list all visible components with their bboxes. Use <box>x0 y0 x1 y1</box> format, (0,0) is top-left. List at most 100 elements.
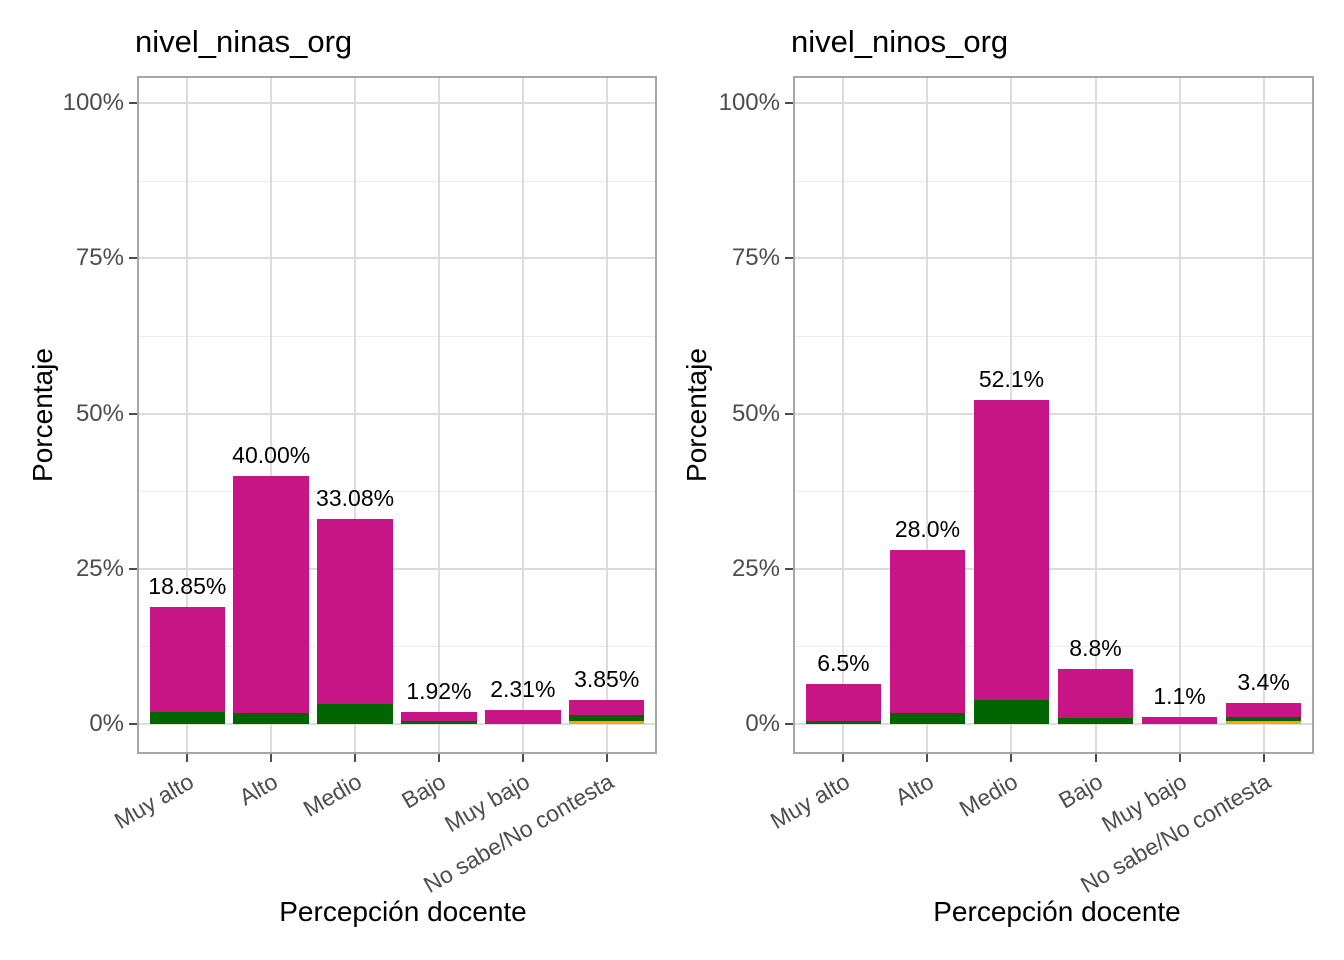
bar-segment <box>1225 717 1302 721</box>
gridline-minor-horizontal <box>137 335 657 337</box>
chart-title-ninos: nivel_ninos_org <box>791 24 1009 59</box>
y-tick-label: 100% <box>62 89 124 116</box>
bar-segment <box>889 550 966 714</box>
gridline-major-horizontal <box>793 567 1314 570</box>
y-axis-tick <box>785 723 793 725</box>
bar-value-label: 52.1% <box>978 366 1045 393</box>
bar-value-label: 1.92% <box>406 678 472 705</box>
bar-value-label: 40.00% <box>232 441 311 468</box>
y-axis-tick <box>129 102 137 104</box>
gridline-major-vertical <box>842 76 845 754</box>
y-axis-tick <box>129 567 137 570</box>
bar-segment <box>401 720 477 724</box>
x-axis-tick <box>354 754 357 762</box>
y-tick-label: 100% <box>718 89 780 116</box>
gridline-major-vertical <box>354 76 357 754</box>
bar-segment <box>973 700 1050 724</box>
bar-value-label: 8.8% <box>1069 635 1122 662</box>
bar-segment <box>317 704 393 724</box>
gridline-major-vertical <box>1262 76 1265 754</box>
bar-segment <box>568 720 645 724</box>
x-axis-tick <box>437 754 440 762</box>
bar-value-label: 28.0% <box>894 516 961 543</box>
x-axis-tick <box>270 754 273 762</box>
bar-value-label: 6.5% <box>817 649 870 676</box>
bar-value-label: 18.85% <box>148 572 227 599</box>
gridline-major-vertical <box>1094 76 1097 754</box>
gridline-major-horizontal <box>793 257 1314 260</box>
y-axis-tick <box>785 102 793 104</box>
bar-segment <box>805 720 882 724</box>
x-axis-tick <box>842 754 845 762</box>
gridline-major-vertical <box>521 76 524 754</box>
bar-value-label: 1.1% <box>1153 683 1206 710</box>
gridline-major-horizontal <box>137 412 657 415</box>
gridline-minor-horizontal <box>793 646 1314 648</box>
bar-segment <box>1057 669 1134 719</box>
x-axis-tick <box>1094 754 1097 762</box>
y-tick-label: 75% <box>731 244 780 272</box>
y-axis-tick <box>785 567 793 570</box>
chart-title-ninas: nivel_ninas_org <box>135 24 353 59</box>
gridline-major-vertical <box>1178 76 1181 754</box>
bar-segment <box>149 606 226 713</box>
y-axis-tick <box>129 257 137 260</box>
x-axis-tick <box>186 754 189 762</box>
bar-segment <box>568 700 645 715</box>
x-axis-tick <box>1010 754 1013 762</box>
gridline-minor-horizontal <box>793 491 1314 493</box>
gridline-major-vertical <box>270 76 273 754</box>
y-tick-label: 75% <box>75 244 124 272</box>
bar-value-label: 3.85% <box>574 666 640 693</box>
gridline-major-horizontal <box>137 257 657 260</box>
gridline-major-horizontal <box>137 102 657 104</box>
bar-segment <box>485 709 561 724</box>
x-axis-tick <box>1178 754 1181 762</box>
x-axis-tick <box>1262 754 1265 762</box>
bar-value-label: 2.31% <box>490 675 556 702</box>
y-tick-label: 0% <box>89 710 124 737</box>
bar-segment <box>1225 720 1302 724</box>
plot-panel-border <box>793 76 1314 754</box>
bar-segment <box>233 475 309 714</box>
gridline-major-horizontal <box>137 723 657 725</box>
bar-segment <box>317 518 393 705</box>
bar-segment <box>805 683 882 721</box>
y-tick-label: 50% <box>75 399 124 427</box>
y-tick-label: 0% <box>745 710 780 737</box>
x-axis-title-ninos: Percepción docente <box>933 896 1181 927</box>
gridline-minor-horizontal <box>137 646 657 648</box>
gridline-major-vertical <box>605 76 608 754</box>
bar-segment <box>149 712 226 724</box>
gridline-minor-horizontal <box>793 335 1314 337</box>
bar-value-label: 3.4% <box>1237 668 1290 695</box>
bar-segment <box>1225 702 1302 718</box>
y-tick-label: 25% <box>731 554 780 582</box>
gridline-major-vertical <box>926 76 929 754</box>
bar-segment <box>233 713 309 724</box>
bar-segment <box>1057 718 1134 724</box>
gridline-major-horizontal <box>793 102 1314 104</box>
y-axis-tick <box>129 723 137 725</box>
gridline-minor-horizontal <box>137 180 657 182</box>
x-axis-tick <box>521 754 524 762</box>
bar-segment <box>401 712 477 721</box>
bar-value-label: 33.08% <box>316 484 395 511</box>
gridline-minor-horizontal <box>137 491 657 493</box>
gridline-major-vertical <box>186 76 189 754</box>
gridline-minor-horizontal <box>793 180 1314 182</box>
bar-segment <box>1141 717 1218 724</box>
x-axis-title-ninas: Percepción docente <box>279 896 527 927</box>
bar-segment <box>973 400 1050 701</box>
y-tick-label: 25% <box>75 554 124 582</box>
gridline-major-horizontal <box>137 567 657 570</box>
bar-segment <box>568 714 645 721</box>
gridline-major-vertical <box>437 76 440 754</box>
x-axis-tick <box>605 754 608 762</box>
gridline-major-horizontal <box>793 723 1314 725</box>
y-axis-tick <box>785 257 793 260</box>
y-tick-label: 50% <box>731 399 780 427</box>
y-axis-tick <box>129 412 137 415</box>
bar-segment <box>889 713 966 724</box>
